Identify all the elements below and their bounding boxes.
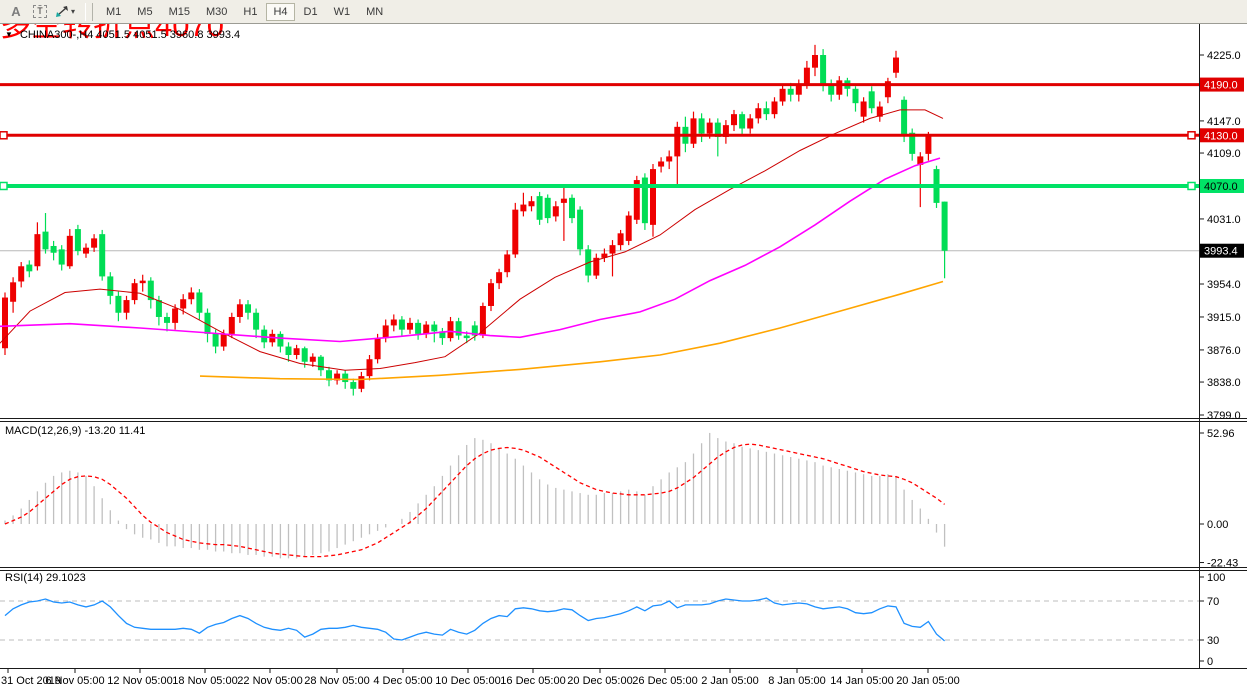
svg-text:70: 70 xyxy=(1207,596,1219,608)
svg-text:26 Dec 05:00: 26 Dec 05:00 xyxy=(632,675,697,687)
svg-text:10 Dec 05:00: 10 Dec 05:00 xyxy=(435,675,500,687)
svg-text:4109.0: 4109.0 xyxy=(1207,148,1241,160)
svg-text:6 Nov 05:00: 6 Nov 05:00 xyxy=(45,675,104,687)
svg-text:12 Nov 05:00: 12 Nov 05:00 xyxy=(107,675,172,687)
ma-slow-line xyxy=(199,280,944,381)
svg-text:-22.43: -22.43 xyxy=(1207,558,1238,570)
svg-text:4031.0: 4031.0 xyxy=(1207,214,1241,226)
svg-text:14 Jan 05:00: 14 Jan 05:00 xyxy=(830,675,894,687)
hline-4130.0[interactable] xyxy=(0,131,1199,140)
svg-text:100: 100 xyxy=(1207,572,1225,584)
arrows-icon xyxy=(56,6,68,17)
svg-text:4 Dec 05:00: 4 Dec 05:00 xyxy=(373,675,432,687)
svg-text:4190.0: 4190.0 xyxy=(1204,80,1238,92)
svg-text:3876.0: 3876.0 xyxy=(1207,345,1241,357)
svg-text:20 Dec 05:00: 20 Dec 05:00 xyxy=(567,675,632,687)
svg-text:3954.0: 3954.0 xyxy=(1207,279,1241,291)
svg-text:4070.0: 4070.0 xyxy=(1204,181,1238,193)
toolbar: A T ▾ M1 M5 M15 M30 H1 H4 D1 W1 MN xyxy=(0,0,1247,24)
timeframe-m1-button[interactable]: M1 xyxy=(99,3,128,21)
symbol-period-label: CHINA300-,H4 xyxy=(19,29,94,41)
macd-indicator-label: MACD(12,26,9) -13.20 11.41 xyxy=(5,425,146,437)
timeframe-m30-button[interactable]: M30 xyxy=(199,3,234,21)
timeframe-d1-button[interactable]: D1 xyxy=(297,3,325,21)
svg-text:28 Nov 05:00: 28 Nov 05:00 xyxy=(304,675,369,687)
svg-text:16 Dec 05:00: 16 Dec 05:00 xyxy=(500,675,565,687)
svg-text:0.00: 0.00 xyxy=(1207,519,1228,531)
svg-text:8 Jan 05:00: 8 Jan 05:00 xyxy=(768,675,826,687)
svg-text:4225.0: 4225.0 xyxy=(1207,50,1241,62)
rsi-layer xyxy=(0,597,1199,642)
svg-text:30: 30 xyxy=(1207,635,1219,647)
svg-text:4130.0: 4130.0 xyxy=(1204,130,1238,142)
svg-text:4147.0: 4147.0 xyxy=(1207,116,1241,128)
hline-4070.0[interactable] xyxy=(0,181,1199,191)
timeframe-mn-button[interactable]: MN xyxy=(359,3,390,21)
svg-text:18 Nov 05:00: 18 Nov 05:00 xyxy=(172,675,237,687)
svg-text:22 Nov 05:00: 22 Nov 05:00 xyxy=(237,675,302,687)
svg-text:52.96: 52.96 xyxy=(1207,428,1235,440)
ohlc-values-label: 4051.5 4051.5 3960.8 3993.4 xyxy=(96,29,241,41)
text-tool-icon: T xyxy=(33,5,47,18)
price-scale[interactable]: 4225.0 4147.0 4109.0 4031.0 3954.0 3915.0 3876… xyxy=(1199,50,1244,668)
timeframe-m5-button[interactable]: M5 xyxy=(130,3,159,21)
macd-signal-line xyxy=(4,443,945,558)
letter-a-icon: A xyxy=(11,4,21,19)
toolbar-grip[interactable] xyxy=(85,2,94,21)
timeframe-h4-button[interactable]: H4 xyxy=(266,3,295,21)
svg-text:0: 0 xyxy=(1207,656,1213,668)
svg-text:3993.4: 3993.4 xyxy=(1204,246,1238,258)
text-tool-button[interactable]: T xyxy=(28,2,52,22)
arrows-dropdown-button[interactable]: ▾ xyxy=(52,2,78,22)
svg-text:2 Jan 05:00: 2 Jan 05:00 xyxy=(701,675,759,687)
candles-layer xyxy=(2,44,948,396)
svg-text:3838.0: 3838.0 xyxy=(1207,377,1241,389)
rsi-indicator-label: RSI(14) 29.1023 xyxy=(5,572,86,584)
timeframe-h1-button[interactable]: H1 xyxy=(236,3,264,21)
ma-medium-line xyxy=(0,157,941,343)
svg-text:20 Jan 05:00: 20 Jan 05:00 xyxy=(896,675,960,687)
timeframe-m15-button[interactable]: M15 xyxy=(162,3,197,21)
svg-text:3799.0: 3799.0 xyxy=(1207,410,1241,422)
chart-title: ▼ CHINA300-,H4 4051.5 4051.5 3960.8 3993… xyxy=(5,29,240,41)
text-label-tool-button[interactable]: A xyxy=(4,2,28,22)
timeframe-button-group: M1 M5 M15 M30 H1 H4 D1 W1 MN xyxy=(98,2,391,21)
chevron-down-icon: ▾ xyxy=(71,7,76,16)
symbol-dropdown-icon[interactable]: ▼ xyxy=(5,30,13,39)
svg-text:3915.0: 3915.0 xyxy=(1207,312,1241,324)
svg-text:31 Oct 2019: 31 Oct 2019 xyxy=(1,675,61,687)
timeframe-w1-button[interactable]: W1 xyxy=(327,3,358,21)
panel-borders xyxy=(0,24,1247,669)
ma-fast-line xyxy=(0,109,944,371)
macd-histogram xyxy=(4,432,946,559)
